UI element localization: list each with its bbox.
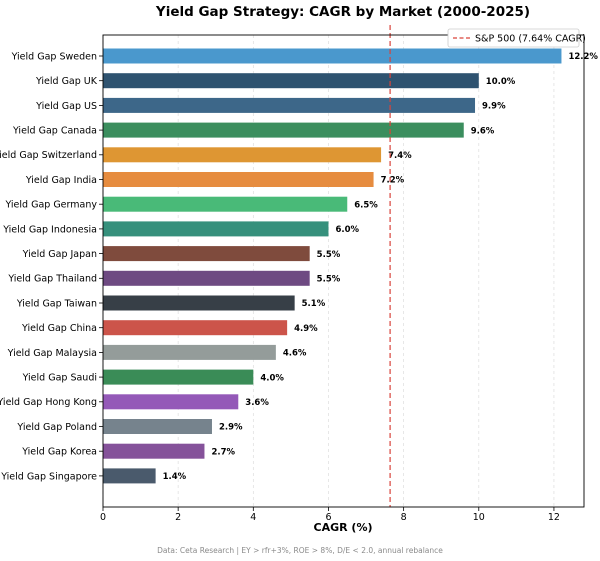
x-axis-ticks: 0 2 4 6 8 10 12 — [100, 507, 560, 523]
x-tick-label: 6 — [325, 512, 331, 523]
value-label: 5.5% — [317, 250, 341, 260]
bar — [103, 320, 288, 336]
value-labels: 12.2% 10.0% 9.9% 9.6% 7.4% 7.2% 6.5% 6.0% 5.5% 5.… — [163, 52, 599, 482]
x-tick-label: 8 — [401, 512, 407, 523]
category-labels: Yield Gap Sweden Yield Gap UK Yield Gap US… — [0, 51, 103, 482]
value-label: 2.9% — [219, 423, 243, 433]
category-label: Yield Gap Thailand — [7, 274, 97, 285]
category-label: Yield Gap Poland — [16, 422, 97, 433]
bars — [103, 48, 562, 484]
legend-label: S&P 500 (7.64% CAGR) — [475, 34, 586, 45]
value-label: 12.2% — [568, 52, 598, 62]
value-label: 5.5% — [317, 275, 341, 285]
bar — [103, 419, 212, 434]
category-label: Yield Gap US — [35, 101, 97, 112]
bar — [103, 246, 310, 262]
plot-frame — [102, 34, 585, 508]
category-label: Yield Gap Korea — [21, 447, 97, 458]
category-label: Yield Gap Indonesia — [2, 224, 97, 235]
x-tick-label: 0 — [100, 512, 106, 523]
legend-box — [447, 28, 580, 48]
bar — [103, 394, 239, 410]
value-label: 4.9% — [294, 324, 318, 334]
x-axis-title: CAGR (%) — [314, 521, 373, 534]
chart-title: Yield Gap Strategy: CAGR by Market (2000… — [155, 4, 530, 20]
bar — [103, 270, 310, 286]
value-label: 4.0% — [260, 373, 284, 383]
category-label: Yield Gap UK — [35, 76, 98, 87]
bar — [103, 221, 329, 237]
footnote: Data: Ceta Research | EY > rfr+3%, ROE >… — [157, 546, 443, 555]
category-label: Yield Gap Switzerland — [0, 150, 97, 161]
value-label: 5.1% — [302, 299, 326, 309]
bar — [103, 344, 276, 360]
value-label: 7.4% — [388, 151, 412, 161]
value-label: 6.0% — [335, 225, 359, 235]
x-tick-label: 4 — [250, 512, 256, 523]
bar — [103, 468, 156, 484]
category-label: Yield Gap Sweden — [11, 51, 97, 62]
bar — [103, 147, 382, 163]
bar — [103, 369, 254, 385]
category-label: Yield Gap Germany — [4, 200, 97, 211]
category-label: Yield Gap Hong Kong — [0, 397, 97, 408]
bar — [103, 122, 464, 138]
value-label: 3.6% — [245, 398, 269, 408]
category-label: Yield Gap India — [25, 175, 97, 186]
bar — [103, 443, 205, 459]
value-label: 9.9% — [482, 102, 506, 112]
category-label: Yield Gap Japan — [22, 249, 97, 260]
bar — [103, 196, 348, 212]
x-tick-label: 12 — [548, 512, 560, 523]
category-label: Yield Gap Canada — [12, 126, 97, 137]
bar — [103, 73, 479, 89]
legend[interactable]: S&P 500 (7.64% CAGR) — [447, 28, 586, 48]
category-label: Yield Gap Saudi — [22, 373, 97, 384]
x-tick-label: 10 — [473, 512, 485, 523]
category-label: Yield Gap Singapore — [0, 471, 97, 482]
value-label: 2.7% — [211, 447, 235, 457]
category-label: Yield Gap Taiwan — [16, 298, 97, 309]
bar — [103, 97, 476, 113]
value-label: 4.6% — [283, 349, 307, 359]
x-tick-label: 2 — [175, 512, 181, 523]
bar — [103, 48, 562, 64]
value-label: 7.2% — [381, 176, 405, 186]
value-label: 9.6% — [471, 126, 495, 136]
bar — [103, 295, 295, 311]
value-label: 6.5% — [354, 200, 378, 210]
category-label: Yield Gap Malaysia — [7, 348, 97, 359]
bar — [103, 172, 374, 187]
value-label: 1.4% — [163, 472, 187, 482]
category-label: Yield Gap China — [21, 323, 97, 334]
value-label: 10.0% — [486, 77, 516, 87]
